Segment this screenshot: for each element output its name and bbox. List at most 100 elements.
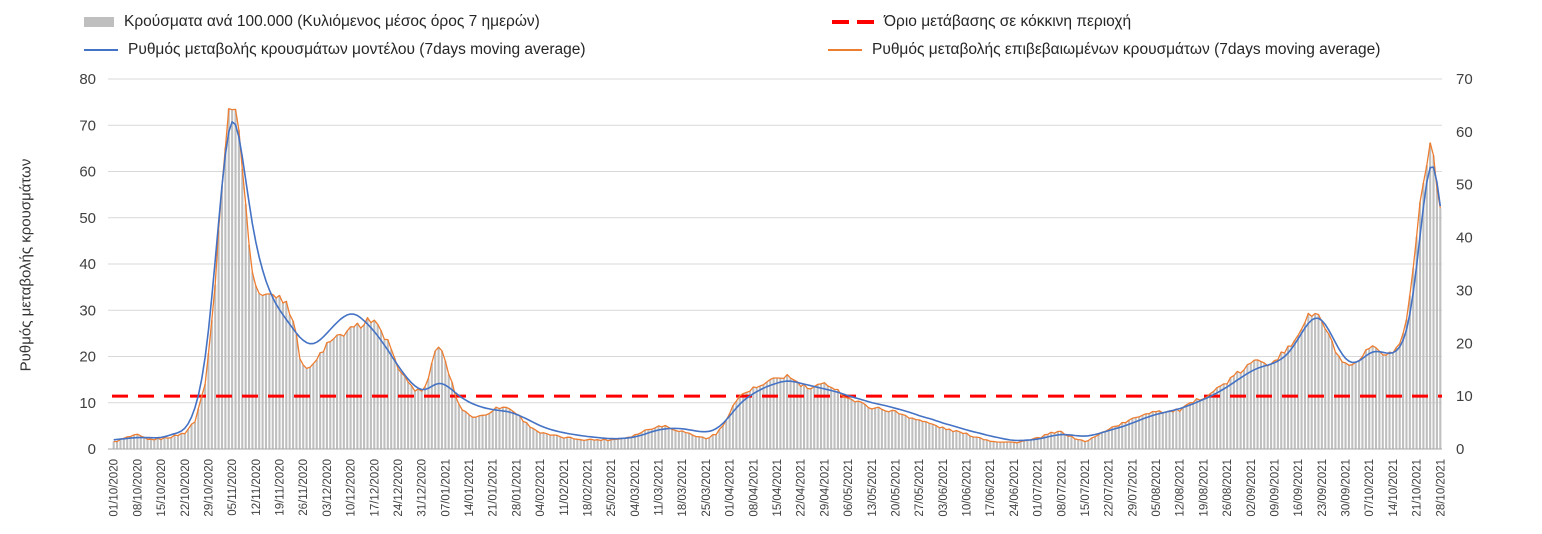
- bar: [1100, 432, 1103, 449]
- bar: [603, 439, 606, 449]
- bar: [721, 425, 724, 449]
- bar: [1151, 411, 1154, 449]
- bar: [1053, 433, 1056, 449]
- bar: [1239, 373, 1242, 449]
- bar: [1012, 442, 1015, 449]
- bar: [1378, 351, 1381, 449]
- bar: [999, 442, 1002, 449]
- bar: [227, 108, 230, 449]
- dashed-line-icon: [832, 20, 874, 24]
- bar: [410, 385, 413, 449]
- bar: [559, 436, 562, 449]
- bar: [1097, 434, 1100, 449]
- bar: [887, 411, 890, 449]
- bar: [786, 374, 789, 449]
- bar: [891, 410, 894, 449]
- bar: [647, 429, 650, 449]
- bar: [620, 438, 623, 449]
- bar: [1425, 165, 1428, 450]
- bar: [319, 352, 322, 449]
- bar: [1016, 442, 1019, 449]
- bar: [474, 417, 477, 449]
- bar: [1293, 340, 1296, 449]
- bar: [440, 350, 444, 449]
- bar: [1259, 361, 1262, 449]
- bar: [434, 351, 437, 449]
- bar: [924, 421, 927, 449]
- bar: [1026, 440, 1029, 449]
- bar: [972, 437, 975, 449]
- bar: [349, 326, 352, 449]
- bar: [1364, 349, 1367, 449]
- bar: [1070, 436, 1073, 449]
- bar: [1253, 360, 1256, 449]
- bar: [1198, 400, 1202, 449]
- bar: [312, 363, 315, 449]
- bar: [535, 430, 538, 449]
- x-tick-label: 18/03/2021: [677, 459, 689, 517]
- bar: [1391, 353, 1394, 449]
- bar: [1297, 335, 1300, 449]
- bar: [836, 389, 839, 449]
- y-left-tick-label: 40: [79, 256, 96, 273]
- bar: [586, 439, 589, 449]
- bar: [1222, 383, 1225, 449]
- bar: [166, 438, 169, 449]
- bar: [447, 374, 450, 449]
- bar: [275, 298, 278, 449]
- bar: [1104, 431, 1107, 449]
- bar: [417, 388, 420, 449]
- bar: [1114, 426, 1117, 449]
- bar: [187, 429, 190, 449]
- y-right-tick-label: 50: [1456, 177, 1473, 194]
- legend-label-model-line: Ρυθμός μεταβολής κρουσμάτων μοντέλου (7d…: [128, 41, 586, 58]
- y-left-tick-label: 70: [79, 117, 96, 134]
- x-tick-label: 12/11/2020: [251, 459, 263, 516]
- x-tick-label: 26/08/2021: [1222, 459, 1234, 517]
- bar: [1435, 188, 1438, 449]
- bar: [1232, 375, 1235, 449]
- bar: [491, 411, 494, 449]
- x-tick-label: 11/02/2021: [559, 459, 571, 516]
- x-tick-label: 08/07/2021: [1056, 459, 1068, 517]
- bar: [525, 422, 528, 449]
- bar: [1144, 413, 1147, 449]
- bar: [1358, 360, 1361, 449]
- bar: [623, 438, 626, 449]
- bar: [339, 334, 342, 449]
- bar: [989, 441, 992, 449]
- x-tick-label: 29/07/2021: [1127, 459, 1139, 517]
- legend-item-confirmed-line: Ρυθμός μεταβολής επιβεβαιωμένων κρουσμάτ…: [828, 41, 1380, 59]
- bar: [985, 439, 988, 449]
- bar: [765, 382, 768, 449]
- bar: [200, 396, 203, 449]
- bar: [539, 433, 542, 449]
- bar: [1185, 404, 1188, 449]
- x-tick-label: 07/10/2021: [1364, 459, 1376, 517]
- bar: [742, 393, 745, 449]
- bar: [698, 436, 701, 449]
- bar: [759, 385, 762, 449]
- bar: [342, 336, 345, 449]
- bar: [1415, 236, 1418, 449]
- bar: [248, 245, 251, 449]
- bar: [894, 410, 897, 449]
- bar: [373, 320, 376, 449]
- bar: [935, 425, 938, 449]
- bar: [562, 438, 565, 449]
- bar: [400, 373, 403, 449]
- bar: [505, 407, 508, 449]
- bar: [511, 411, 515, 449]
- bar: [918, 419, 921, 449]
- bar: [593, 440, 596, 449]
- bar: [1107, 429, 1110, 449]
- bar: [968, 436, 971, 449]
- x-tick-label: 24/12/2020: [393, 459, 405, 517]
- bar: [606, 440, 609, 449]
- bar: [153, 439, 156, 449]
- y-left-tick-label: 20: [79, 349, 96, 366]
- bar: [1202, 398, 1205, 449]
- bar: [806, 388, 809, 449]
